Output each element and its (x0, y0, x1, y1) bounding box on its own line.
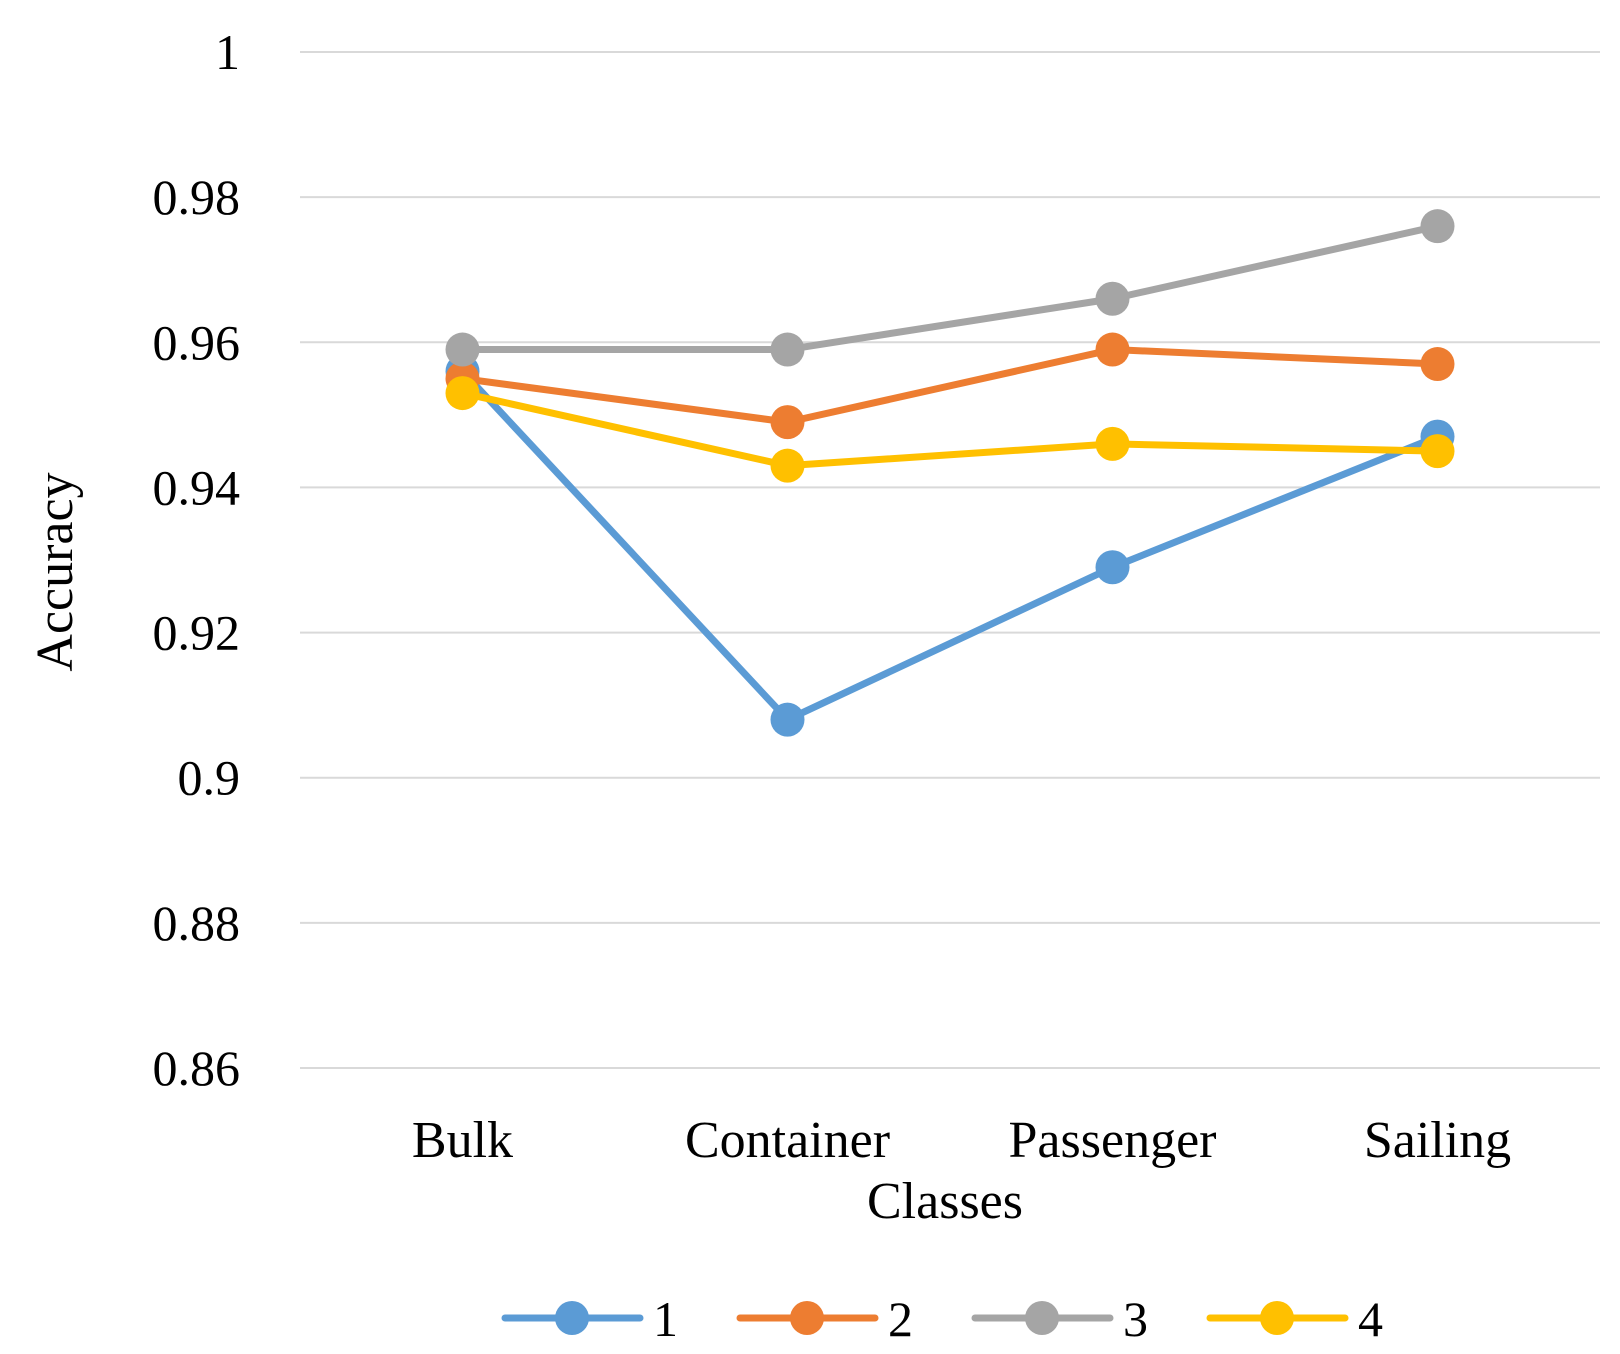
legend-item-1: 1 (501, 1291, 678, 1347)
series-3 (445, 209, 1455, 367)
series-1 (445, 354, 1455, 737)
data-point (445, 332, 480, 367)
legend-label: 4 (1358, 1291, 1383, 1347)
legend-label: 2 (888, 1291, 913, 1347)
data-point (1420, 347, 1455, 382)
legend-label: 1 (653, 1291, 678, 1347)
y-tick-label: 0.92 (153, 605, 241, 661)
data-point (770, 702, 805, 737)
data-point (1420, 434, 1455, 469)
legend-swatch-marker (1025, 1301, 1059, 1335)
legend-item-3: 3 (971, 1291, 1148, 1347)
series-4 (445, 376, 1455, 483)
data-point (1420, 209, 1455, 244)
data-point (770, 448, 805, 483)
data-point (1095, 550, 1130, 585)
legend: 1 2 3 4 (501, 1291, 1383, 1347)
data-point (1095, 426, 1130, 461)
x-tick-label: Bulk (412, 1112, 513, 1169)
legend-item-2: 2 (736, 1291, 913, 1347)
x-axis-ticks: Bulk Container Passenger Sailing (412, 1112, 1511, 1169)
x-axis-title: Classes (867, 1173, 1023, 1230)
data-point (445, 376, 480, 411)
data-point (1095, 332, 1130, 367)
series-group (445, 209, 1455, 737)
y-tick-label: 0.96 (153, 314, 241, 370)
series-line (459, 222, 1441, 354)
legend-swatch-marker (555, 1301, 589, 1335)
series-line (459, 389, 1441, 470)
y-tick-label: 0.86 (153, 1040, 241, 1096)
y-tick-label: 0.98 (153, 169, 241, 225)
legend-swatch-marker (1260, 1301, 1294, 1335)
legend-item-4: 4 (1206, 1291, 1383, 1347)
x-tick-label: Container (685, 1112, 890, 1169)
series-line (459, 346, 1441, 426)
legend-swatch-marker (790, 1301, 824, 1335)
series-line (459, 367, 1441, 724)
y-tick-label: 0.94 (153, 459, 241, 515)
y-tick-label: 1 (215, 24, 240, 80)
data-point (1095, 281, 1130, 316)
y-tick-label: 0.9 (178, 750, 241, 806)
x-tick-label: Sailing (1364, 1112, 1511, 1169)
data-point (770, 332, 805, 367)
y-tick-label: 0.88 (153, 895, 241, 951)
data-point (770, 405, 805, 440)
y-axis-ticks: 0.86 0.88 0.9 0.92 0.94 0.96 0.98 1 (153, 24, 241, 1096)
legend-label: 3 (1123, 1291, 1148, 1347)
x-tick-label: Passenger (1009, 1112, 1217, 1169)
gridlines (300, 51, 1600, 1069)
y-axis-title: Accuracy (27, 472, 84, 671)
